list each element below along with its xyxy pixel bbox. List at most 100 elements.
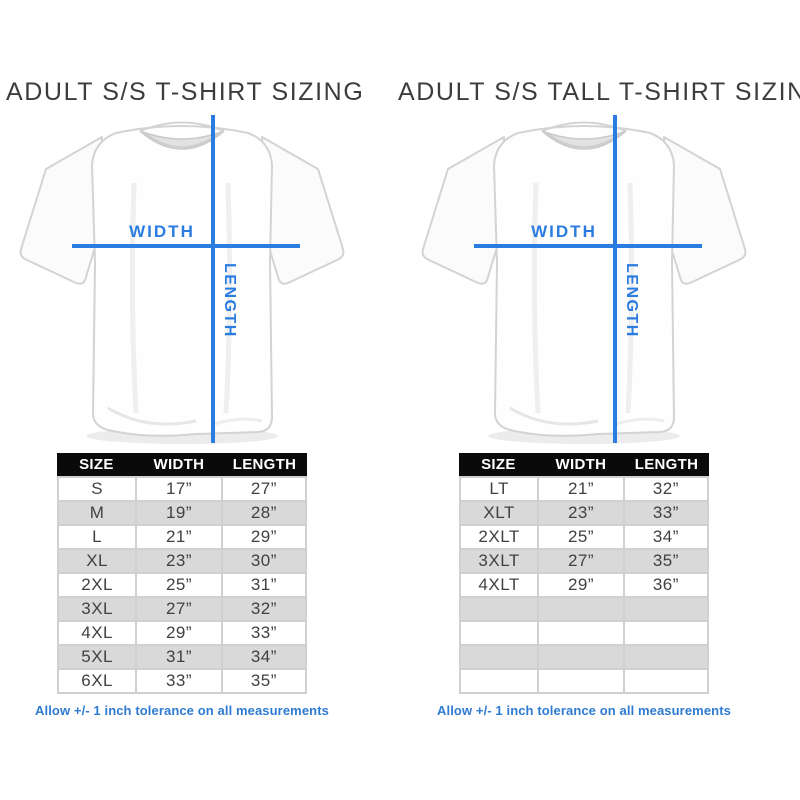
size-cell: S [59, 478, 136, 500]
page-title: ADULT S/S TALL T-SHIRT SIZING [398, 78, 800, 106]
length-cell: 33” [624, 502, 707, 524]
shirt-body [493, 125, 675, 437]
header-size: SIZE [79, 456, 114, 473]
sizing-panel-regular: ADULT S/S T-SHIRT SIZING WIDTH LENGTH SI… [6, 0, 365, 718]
table-row: LT 21” 32” [461, 478, 707, 500]
header-width: WIDTH [153, 456, 205, 473]
width-cell [539, 598, 623, 620]
collar-band [547, 133, 621, 148]
width-label: WIDTH [129, 222, 195, 241]
table-row: 6XL 33” 35” [59, 670, 305, 692]
table-header-row: SIZE WIDTH LENGTH [459, 453, 709, 476]
shirt-sleeve-left [19, 136, 103, 285]
tolerance-note: Allow +/- 1 inch tolerance on all measur… [437, 703, 731, 718]
shirt-fold-left [129, 182, 139, 414]
size-cell: 5XL [59, 646, 136, 668]
tshirt-graphic: WIDTH LENGTH [421, 115, 747, 444]
table-row-empty [461, 598, 707, 620]
table-row: 3XL 27” 32” [59, 598, 305, 620]
size-cell [461, 598, 538, 620]
length-cell: 36” [624, 574, 707, 596]
length-cell: 31” [222, 574, 305, 596]
shirt-sleeve-right [663, 136, 747, 285]
length-cell: 33” [222, 622, 305, 644]
width-cell: 27” [539, 550, 623, 572]
size-table: SIZE WIDTH LENGTH LT 21” 32” XLT 23” 33”… [459, 453, 709, 694]
width-cell: 19” [137, 502, 221, 524]
table-row: 2XL 25” 31” [59, 574, 305, 596]
collar-rim [541, 121, 627, 132]
length-cell: 34” [624, 526, 707, 548]
width-cell [539, 670, 623, 692]
table-body: S 17” 27” M 19” 28” L 21” 29” XL 23” 30”… [57, 476, 307, 694]
width-cell [539, 622, 623, 644]
width-cell: 33” [137, 670, 221, 692]
length-cell: 29” [222, 526, 305, 548]
size-cell: 3XL [59, 598, 136, 620]
header-size: SIZE [481, 456, 516, 473]
shirt-fold-right [223, 182, 233, 414]
collar-band [145, 133, 219, 148]
width-cell: 31” [137, 646, 221, 668]
length-cell [624, 670, 707, 692]
width-cell: 23” [539, 502, 623, 524]
header-length: LENGTH [232, 456, 297, 473]
width-cell: 21” [539, 478, 623, 500]
width-cell: 27” [137, 598, 221, 620]
width-cell: 25” [539, 526, 623, 548]
shirt-hem-wrinkle2 [615, 417, 665, 426]
width-cell: 25” [137, 574, 221, 596]
table-row: 4XLT 29” 36” [461, 574, 707, 596]
shirt-hem-wrinkle [509, 406, 599, 426]
tshirt-illustration: WIDTH LENGTH [16, 113, 348, 447]
width-cell: 23” [137, 550, 221, 572]
size-cell: 2XLT [461, 526, 538, 548]
page-title: ADULT S/S T-SHIRT SIZING [6, 78, 365, 106]
table-row: M 19” 28” [59, 502, 305, 524]
table-row: 3XLT 27” 35” [461, 550, 707, 572]
width-label: WIDTH [531, 222, 597, 241]
shirt-hem-wrinkle [107, 406, 197, 426]
table-body: LT 21” 32” XLT 23” 33” 2XLT 25” 34” 3XLT… [459, 476, 709, 694]
length-cell: 34” [222, 646, 305, 668]
size-cell: M [59, 502, 136, 524]
length-cell: 32” [624, 478, 707, 500]
length-label: LENGTH [221, 263, 238, 338]
size-cell: 3XLT [461, 550, 538, 572]
width-cell: 29” [137, 622, 221, 644]
shirt-sleeve-left [421, 136, 505, 285]
length-cell: 32” [222, 598, 305, 620]
table-row-empty [461, 622, 707, 644]
table-row: XLT 23” 33” [461, 502, 707, 524]
width-cell: 29” [539, 574, 623, 596]
table-row: 2XLT 25” 34” [461, 526, 707, 548]
length-cell [624, 622, 707, 644]
tolerance-note: Allow +/- 1 inch tolerance on all measur… [35, 703, 329, 718]
sizing-panel-tall: ADULT S/S TALL T-SHIRT SIZING WIDTH LENG… [398, 0, 800, 718]
collar-rim [139, 121, 225, 132]
size-cell: 2XL [59, 574, 136, 596]
table-row: XL 23” 30” [59, 550, 305, 572]
size-cell: 6XL [59, 670, 136, 692]
header-width: WIDTH [555, 456, 607, 473]
table-row: L 21” 29” [59, 526, 305, 548]
size-cell [461, 622, 538, 644]
table-row: S 17” 27” [59, 478, 305, 500]
shirt-body [91, 125, 273, 437]
shirt-fold-left [531, 182, 541, 414]
shirt-fold-right [625, 182, 635, 414]
table-row-empty [461, 646, 707, 668]
length-cell: 35” [624, 550, 707, 572]
length-cell: 30” [222, 550, 305, 572]
size-cell: L [59, 526, 136, 548]
size-cell: XLT [461, 502, 538, 524]
width-cell: 21” [137, 526, 221, 548]
table-row: 5XL 31” 34” [59, 646, 305, 668]
size-cell: 4XLT [461, 574, 538, 596]
size-cell: 4XL [59, 622, 136, 644]
length-cell [624, 646, 707, 668]
length-cell: 27” [222, 478, 305, 500]
size-cell: LT [461, 478, 538, 500]
size-cell [461, 646, 538, 668]
length-cell: 35” [222, 670, 305, 692]
